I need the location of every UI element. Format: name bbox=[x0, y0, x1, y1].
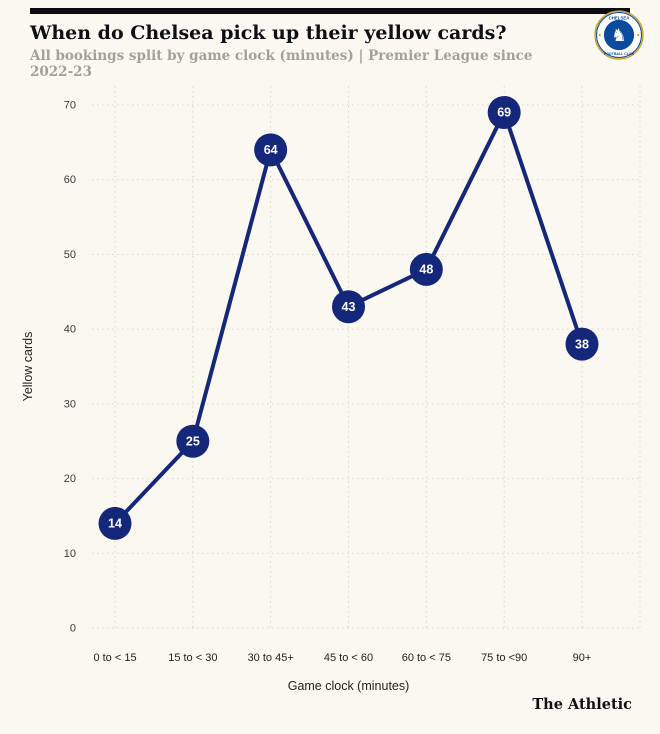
data-point-value: 38 bbox=[575, 337, 589, 351]
data-point-value: 25 bbox=[186, 434, 200, 448]
y-tick-label: 30 bbox=[64, 398, 76, 410]
y-tick-label: 40 bbox=[64, 324, 76, 336]
yellow-cards-line-chart: 0 10 20 30 40 50 60 70 0 to < 15 15 to < 30 30 to … bbox=[21, 86, 641, 693]
data-point-value: 64 bbox=[264, 143, 278, 157]
x-tick-label: 75 to <90 bbox=[481, 652, 527, 664]
x-tick-label: 45 to < 60 bbox=[324, 652, 373, 664]
x-tick-label: 15 to < 30 bbox=[168, 652, 217, 664]
gridlines bbox=[92, 86, 641, 629]
y-tick-label: 60 bbox=[64, 174, 76, 186]
y-axis-title: Yellow cards bbox=[21, 332, 35, 402]
athletic-wordmark: The Athletic bbox=[532, 696, 632, 713]
data-point-marker bbox=[487, 95, 521, 129]
y-tick-label: 0 bbox=[70, 623, 76, 635]
data-point-marker bbox=[409, 252, 443, 286]
y-tick-label: 10 bbox=[64, 548, 76, 560]
x-tick-label: 60 to < 75 bbox=[402, 652, 451, 664]
data-point-markers: 14 25 64 43 48 69 38 bbox=[98, 95, 599, 540]
chelsea-badge-icon: CHELSEA FOOTBALL CLUB ♞ bbox=[594, 10, 644, 60]
x-tick-label: 0 to < 15 bbox=[93, 652, 136, 664]
top-rule-divider bbox=[30, 8, 630, 14]
x-tick-label: 90+ bbox=[573, 652, 592, 664]
data-point-marker bbox=[254, 133, 288, 167]
x-axis-title: Game clock (minutes) bbox=[288, 679, 410, 693]
data-point-value: 43 bbox=[342, 300, 356, 314]
data-point-marker bbox=[98, 506, 132, 540]
data-point-marker bbox=[176, 424, 210, 458]
data-point-value: 48 bbox=[419, 263, 433, 277]
chart-title: When do Chelsea pick up their yellow car… bbox=[30, 22, 507, 44]
data-point-value: 69 bbox=[497, 106, 511, 120]
badge-club-sublabel: FOOTBALL CLUB bbox=[604, 52, 634, 56]
data-point-marker bbox=[565, 327, 599, 361]
data-point-value: 14 bbox=[108, 517, 122, 531]
chart-subtitle: All bookings split by game clock (minute… bbox=[30, 48, 533, 80]
data-point-marker bbox=[332, 290, 365, 324]
x-tick-label: 30 to 45+ bbox=[248, 652, 294, 664]
y-tick-label: 20 bbox=[64, 473, 76, 485]
badge-club-label: CHELSEA bbox=[609, 16, 631, 21]
y-tick-label: 50 bbox=[64, 249, 76, 261]
y-tick-label: 70 bbox=[64, 100, 76, 112]
chelsea-lion-glyph: ♞ bbox=[611, 25, 627, 45]
